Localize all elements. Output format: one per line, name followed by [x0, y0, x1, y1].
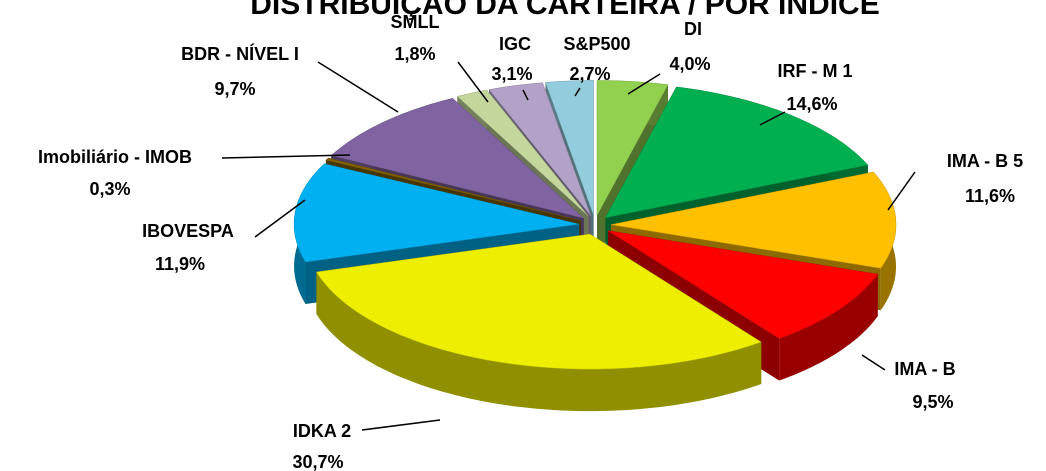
slice-top	[293, 163, 580, 263]
leader-line	[574, 87, 581, 97]
slice-value-label: 0,3%	[89, 179, 130, 199]
slice-label: S&P500	[563, 34, 630, 54]
leader-line	[887, 171, 916, 211]
slice-top	[315, 233, 762, 370]
leader-line	[861, 354, 886, 371]
slice-label: DI	[684, 19, 702, 39]
slice-top	[604, 86, 869, 219]
chart-title: DISTRIBUIÇÃO DA CARTEIRA / POR ÍNDICE	[250, 0, 879, 21]
leader-line	[522, 89, 529, 101]
slice-label: IGC	[499, 34, 531, 54]
slice-label: IMA - B	[894, 359, 955, 379]
slice-label: IRF - M 1	[778, 61, 853, 81]
leader-line	[627, 73, 661, 95]
leader-line	[361, 419, 441, 431]
slice-value-label: 14,6%	[786, 94, 837, 114]
slice-label: BDR - NÍVEL I	[181, 43, 299, 64]
slice-wall	[779, 274, 878, 381]
slice-value-label: 1,8%	[394, 44, 435, 64]
slice-value-label: 3,1%	[491, 64, 532, 84]
slice-top	[325, 157, 581, 221]
leader-line	[221, 154, 351, 159]
slice-value-label: 9,5%	[912, 392, 953, 412]
leader-line	[759, 111, 786, 126]
slice-value-label: 4,0%	[669, 54, 710, 74]
slice-value-label: 9,7%	[214, 79, 255, 99]
slice-top	[545, 80, 594, 216]
slice-label: Imobiliário - IMOB	[38, 147, 192, 167]
slice-top	[596, 80, 669, 216]
slice-label: SMLL	[391, 12, 440, 32]
slice-label: IBOVESPA	[142, 221, 234, 241]
slice-label: IMA - B 5	[947, 151, 1023, 171]
leader-line	[254, 199, 306, 238]
slice-value-label: 11,9%	[155, 254, 205, 274]
leader-line	[317, 61, 399, 113]
slice-label: IDKA 2	[293, 421, 351, 441]
slice-top	[610, 171, 897, 269]
slice-value-label: 2,7%	[569, 64, 610, 84]
slice	[315, 233, 762, 412]
slice-top	[488, 82, 592, 216]
leader-line	[457, 61, 489, 103]
slice-top	[607, 230, 879, 339]
slice-value-label: 11,6%	[965, 186, 1015, 206]
slice-top	[330, 98, 584, 219]
slice-value-label: 30,7%	[292, 452, 343, 471]
slice-top	[456, 89, 589, 217]
slice-wall	[316, 272, 762, 412]
